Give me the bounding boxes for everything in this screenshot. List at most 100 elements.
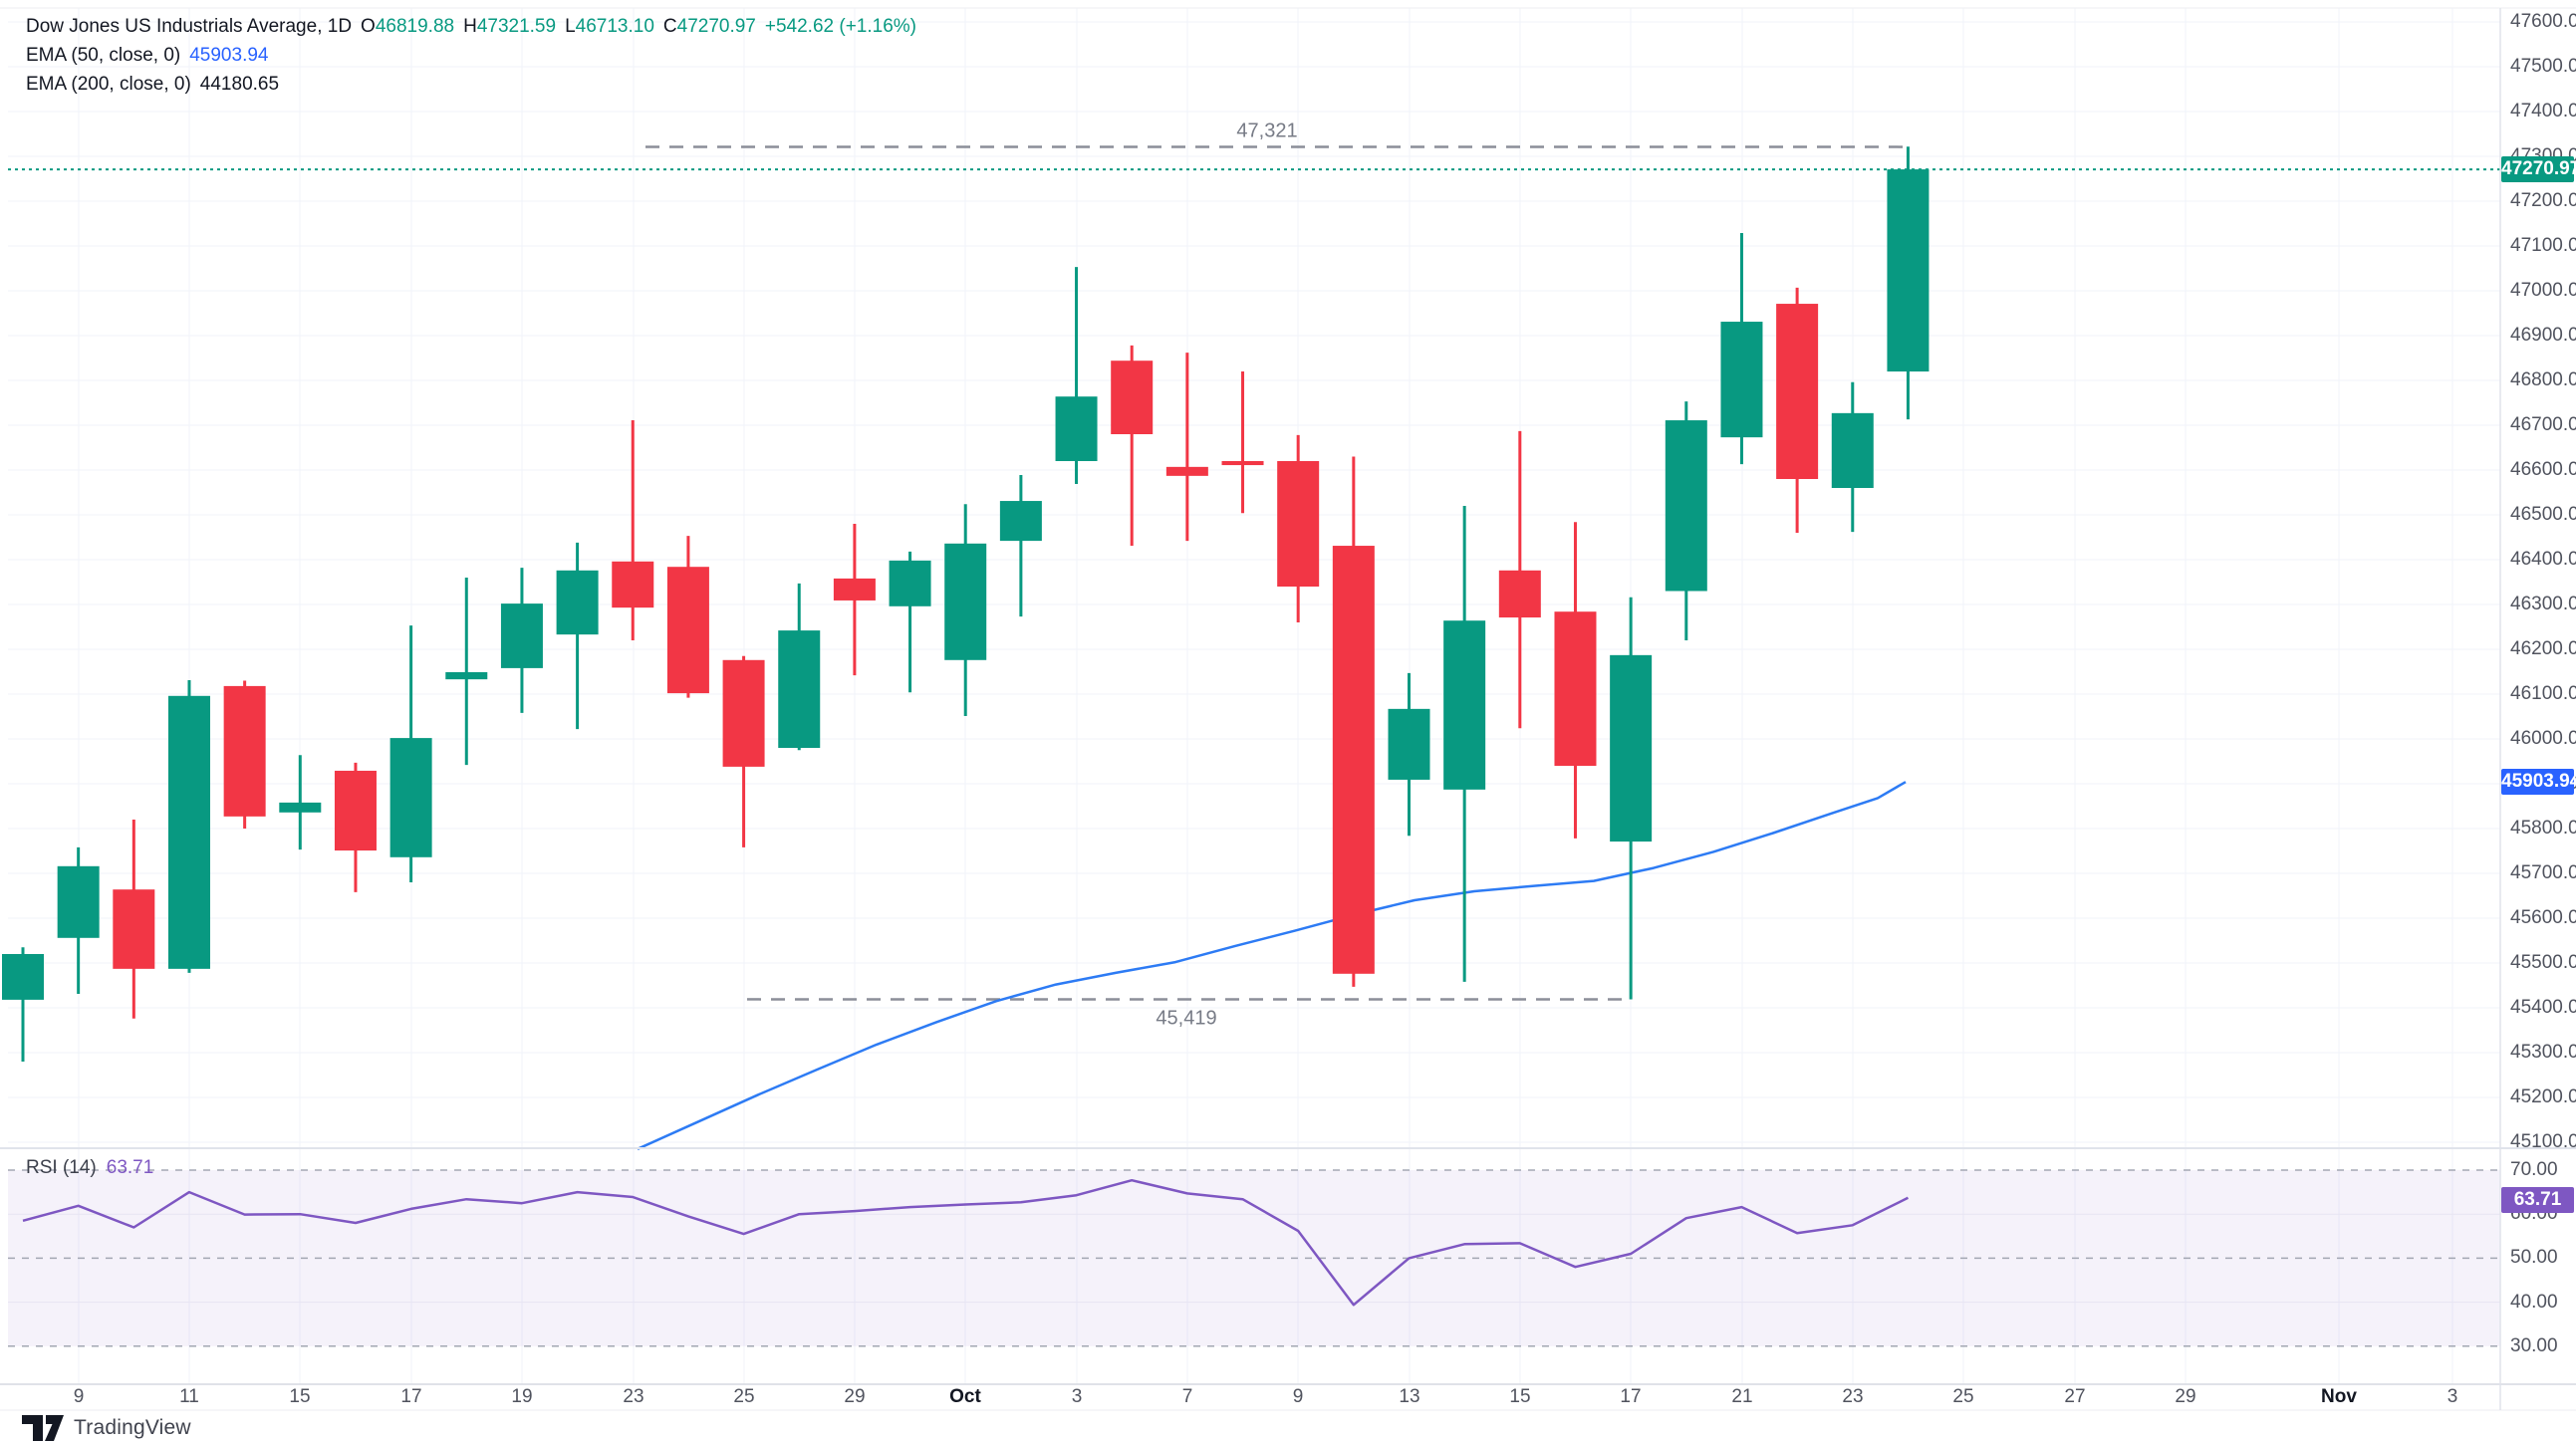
candle-sep-11[interactable] (167, 680, 210, 973)
candle-body (999, 501, 1042, 542)
candle-oct-24[interactable] (1887, 146, 1930, 420)
price-axis-label: 47100.00 (2510, 235, 2576, 256)
tradingview-attribution[interactable]: TradingView (22, 1414, 191, 1442)
candle-sep-15[interactable] (279, 755, 322, 850)
annotation-price-label: 45,419 (1156, 1007, 1216, 1029)
candle-sep-24[interactable] (666, 536, 709, 698)
candle-oct-9[interactable] (1277, 434, 1320, 622)
candle-oct-22[interactable] (1776, 287, 1819, 533)
price-axis-label: 45800.00 (2510, 818, 2576, 839)
ema50-line[interactable] (637, 781, 1907, 1150)
price-axis-label: 46000.00 (2510, 728, 2576, 749)
price-axis-label: 46300.00 (2510, 594, 2576, 614)
rsi-line[interactable] (22, 1178, 1909, 1307)
change-value: +542.62 (+1.16%) (764, 16, 916, 37)
candle-oct-17[interactable] (1610, 597, 1653, 1000)
candle-oct-13[interactable] (1388, 672, 1430, 837)
candle-oct-14[interactable] (1443, 506, 1486, 982)
rsi-label: RSI (14) (26, 1157, 97, 1178)
price-axis-label: 47500.00 (2510, 56, 2576, 77)
symbol-legend-row[interactable]: Dow Jones US Industrials Average, 1D O468… (26, 12, 916, 41)
price-axis-label: 47200.00 (2510, 190, 2576, 211)
candle-sep-18[interactable] (445, 578, 488, 766)
time-axis-label: 25 (733, 1386, 755, 1407)
candle-sep-25[interactable] (722, 655, 765, 847)
candle-body (1332, 546, 1375, 974)
candle-oct-15[interactable] (1498, 430, 1541, 729)
candle-body (1665, 420, 1707, 592)
time-axis-label: 15 (1509, 1386, 1531, 1407)
candle-oct-7[interactable] (1165, 353, 1208, 542)
time-axis-label: 7 (1181, 1386, 1193, 1407)
rsi-axis-label: 50.00 (2510, 1247, 2558, 1269)
ema50-price-badge: 45903.94 (2501, 769, 2576, 795)
candle-oct-8[interactable] (1221, 371, 1264, 514)
candle-sep-19[interactable] (500, 568, 543, 713)
candle-sep-10[interactable] (113, 820, 155, 1019)
candle-sep-30[interactable] (889, 551, 931, 693)
candle-sep-12[interactable] (223, 680, 266, 830)
candle-oct-23[interactable] (1831, 381, 1874, 533)
ema50-legend-row[interactable]: EMA (50, close, 0) 45903.94 (26, 41, 916, 70)
candle-sep-23[interactable] (612, 420, 654, 640)
time-axis-label: 9 (1292, 1386, 1304, 1407)
candle-body (279, 802, 322, 813)
candle-body (1277, 461, 1320, 587)
rsi-value: 63.71 (106, 1157, 154, 1178)
candle-body (722, 659, 765, 767)
candle-body (556, 570, 599, 635)
candle-sep-22[interactable] (556, 542, 599, 730)
candle-body (113, 889, 155, 969)
time-axis-label: 17 (1620, 1386, 1642, 1407)
candle-body (833, 578, 876, 601)
chart-legend[interactable]: Dow Jones US Industrials Average, 1D O468… (26, 12, 916, 99)
candle-oct-2[interactable] (999, 474, 1042, 617)
price-axis-label: 46500.00 (2510, 504, 2576, 525)
candle-body (1498, 570, 1541, 618)
time-axis-label: 27 (2064, 1386, 2086, 1407)
ema200-legend-row[interactable]: EMA (200, close, 0) 44180.65 (26, 70, 916, 99)
price-axis-label: 45400.00 (2510, 997, 2576, 1018)
candle-oct-3[interactable] (1055, 267, 1098, 484)
candle-sep-29[interactable] (833, 524, 876, 676)
candle-sep-8[interactable] (2, 947, 44, 1062)
candle-oct-10[interactable] (1332, 456, 1375, 987)
candle-body (389, 738, 432, 857)
candle-sep-16[interactable] (334, 762, 377, 892)
candle-body (889, 560, 931, 606)
candle-body (1055, 396, 1098, 461)
price-axis-label: 45500.00 (2510, 952, 2576, 973)
candle-body (500, 603, 543, 668)
time-axis-label: 3 (2447, 1386, 2458, 1407)
candle-oct-16[interactable] (1554, 522, 1597, 839)
time-axis-label: 13 (1399, 1386, 1420, 1407)
price-axis-label: 45100.00 (2510, 1131, 2576, 1152)
price-axis-label: 47400.00 (2510, 101, 2576, 121)
candle-oct-6[interactable] (1111, 345, 1154, 547)
candle-sep-9[interactable] (57, 846, 100, 995)
candle-oct-20[interactable] (1665, 401, 1707, 640)
price-axis-label: 46800.00 (2510, 369, 2576, 390)
time-axis-label: 29 (2175, 1386, 2196, 1407)
low-value: 46713.10 (575, 16, 654, 37)
time-axis-label: 23 (623, 1386, 644, 1407)
candle-sep-26[interactable] (778, 583, 821, 751)
candle-body (445, 671, 488, 680)
candle-body (57, 865, 100, 938)
candle-sep-17[interactable] (389, 625, 432, 882)
ema200-label: EMA (200, close, 0) (26, 74, 191, 95)
candle-body (1443, 620, 1486, 790)
rsi-legend-row[interactable]: RSI (14) 63.71 (26, 1157, 153, 1179)
last-price-badge: 47270.97 (2501, 156, 2576, 182)
candle-oct-21[interactable] (1720, 232, 1763, 465)
time-axis-label: 17 (400, 1386, 422, 1407)
candle-body (1388, 708, 1430, 780)
price-axis-label: 46400.00 (2510, 549, 2576, 570)
time-axis-label: 15 (289, 1386, 311, 1407)
tradingview-logo-icon (22, 1415, 64, 1441)
price-axis-label: 45700.00 (2510, 862, 2576, 883)
candle-body (1165, 466, 1208, 476)
candle-body (944, 543, 987, 660)
candle-oct-1[interactable] (944, 504, 987, 717)
